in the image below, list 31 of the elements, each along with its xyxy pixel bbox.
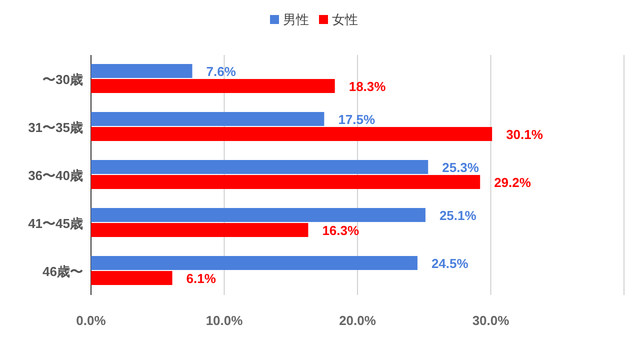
data-label: 30.1% (506, 127, 544, 142)
y-tick-label: 31〜35歳 (28, 120, 83, 135)
bar (91, 223, 308, 237)
data-label: 18.3% (348, 79, 386, 94)
x-tick-label: 30.0% (472, 313, 510, 328)
y-tick-label: 36〜40歳 (28, 168, 83, 183)
bar (91, 208, 426, 222)
y-tick-label: 〜30歳 (42, 72, 83, 87)
bar (91, 127, 492, 141)
y-tick-label: 46歳〜 (42, 264, 83, 279)
data-label: 25.3% (442, 160, 480, 175)
data-label: 25.1% (439, 208, 477, 223)
bar (91, 271, 172, 285)
bar (91, 112, 324, 126)
legend-label: 男性 (283, 12, 309, 27)
bar (91, 160, 428, 174)
y-tick-label: 41〜45歳 (28, 216, 83, 231)
data-label: 7.6% (206, 64, 236, 79)
bar (91, 64, 192, 78)
data-label: 29.2% (494, 175, 532, 190)
x-tick-label: 10.0% (206, 313, 244, 328)
bar (91, 175, 480, 189)
data-label: 17.5% (338, 112, 376, 127)
legend-label: 女性 (332, 12, 358, 27)
data-label: 6.1% (186, 271, 216, 286)
x-tick-label: 0.0% (76, 313, 106, 328)
data-label: 24.5% (431, 256, 469, 271)
x-tick-label: 20.0% (339, 313, 376, 328)
data-label: 16.3% (322, 223, 360, 238)
bar (91, 256, 418, 270)
bar (91, 79, 335, 93)
